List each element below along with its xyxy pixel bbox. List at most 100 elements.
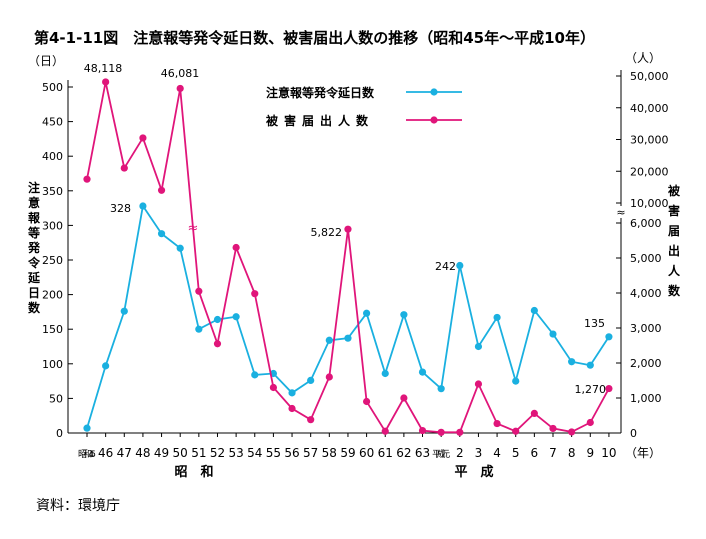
left-tick-label: 200 (42, 289, 63, 302)
series-point-0 (344, 334, 352, 342)
left-tick-label: 100 (42, 358, 63, 371)
x-tick-label: 4 (493, 446, 501, 460)
x-tick-label: 48 (135, 446, 150, 460)
x-tick-label: 62 (396, 446, 411, 460)
series-point-0 (251, 371, 259, 379)
x-tick-label: 49 (154, 446, 169, 460)
x-tick-label: 51 (191, 446, 206, 460)
series-point-0 (381, 369, 389, 378)
series-point-1 (530, 409, 538, 417)
data-label: 242 (435, 260, 456, 273)
series-point-1 (176, 84, 184, 93)
series-point-1 (120, 164, 128, 172)
right-tick-label: 4,000 (630, 287, 662, 300)
series-point-0 (213, 315, 222, 324)
x-tick-label: 57 (303, 446, 318, 460)
series-point-1 (400, 394, 408, 402)
series-point-0 (325, 336, 333, 344)
series-point-0 (83, 424, 91, 432)
x-tick-label: 平成元 (432, 448, 450, 460)
series-point-1 (102, 78, 110, 86)
right-axis-break-mark: ≈ (616, 206, 625, 219)
legend-marker (430, 88, 438, 96)
right-axis-unit: （人） (625, 51, 661, 65)
series-break-mark: ≈ (188, 221, 199, 236)
left-axis-label-char: 報 (28, 210, 41, 225)
x-tick-label: 3 (475, 446, 483, 460)
x-tick-label: 6 (531, 446, 539, 460)
left-tick-label: 400 (42, 150, 63, 163)
series-point-0 (493, 313, 501, 322)
series-line-0 (86, 203, 610, 429)
series-point-0 (568, 358, 576, 366)
x-tick-label: 47 (117, 446, 132, 460)
series-point-0 (474, 342, 483, 351)
left-tick-label: 0 (56, 427, 63, 440)
right-axis-label-char: 人 (668, 263, 681, 278)
right-axis-label-char: 被 (668, 183, 681, 198)
data-label: 5,822 (311, 226, 343, 239)
series-point-0 (120, 307, 128, 315)
x-tick-label: 53 (228, 446, 243, 460)
right-axis-label-char: 届 (668, 224, 680, 238)
series-point-1 (251, 290, 259, 298)
right-tick-label: 10,000 (630, 197, 669, 210)
series-point-0 (102, 362, 110, 370)
series-point-0 (456, 261, 464, 270)
left-tick-label: 50 (49, 392, 63, 405)
right-tick-label: 6,000 (630, 217, 662, 230)
left-tick-label: 300 (42, 219, 63, 232)
right-tick-label: 40,000 (630, 102, 669, 115)
series-point-0 (195, 325, 203, 333)
x-tick-label: 7 (549, 446, 557, 460)
left-tick-label: 350 (42, 185, 63, 198)
x-tick-label: 8 (568, 446, 576, 460)
series-point-1 (363, 397, 371, 406)
left-tick-label: 250 (42, 254, 63, 267)
series-point-1 (83, 175, 91, 183)
x-tick-label: 54 (247, 446, 262, 460)
x-tick-label: 61 (378, 446, 393, 460)
series-point-0 (530, 306, 538, 315)
left-axis-label-char: 発 (27, 240, 41, 255)
series-point-1 (157, 186, 166, 194)
x-tick-label: 58 (322, 446, 337, 460)
series-point-0 (549, 330, 557, 338)
series-point-1 (344, 225, 352, 233)
x-tick-label: 59 (340, 446, 355, 460)
series-point-0 (363, 309, 371, 317)
x-tick-label: 46 (98, 446, 113, 460)
series-point-1 (139, 134, 147, 142)
series-point-1 (195, 287, 203, 295)
legend-label: 被害届出人数 (266, 113, 374, 128)
right-tick-label: 50,000 (630, 70, 669, 83)
x-tick-label: 2 (456, 446, 464, 460)
series-point-1 (568, 428, 576, 436)
left-axis-label-char: 注 (28, 180, 40, 195)
left-axis-label-char: 意 (28, 195, 40, 210)
data-label: 135 (584, 317, 605, 330)
left-axis-label-char: 数 (28, 300, 41, 315)
x-tick-label: 63 (415, 446, 430, 460)
left-axis-label-char: 日 (28, 286, 40, 300)
series-point-1 (232, 243, 240, 252)
left-tick-label: 150 (42, 323, 63, 336)
series-point-1 (549, 424, 557, 433)
data-label: 328 (110, 202, 131, 215)
data-label: 1,270 (575, 383, 607, 396)
x-axis-unit: （年） (625, 446, 661, 460)
data-label: 48,118 (84, 62, 123, 75)
legend-marker (430, 116, 438, 124)
right-axis-label-char: 数 (668, 283, 681, 298)
left-tick-label: 500 (42, 81, 63, 94)
x-tick-label: 55 (266, 446, 281, 460)
series-point-0 (605, 333, 613, 341)
chart-title: 第4-1-11図 注意報等発令延日数、被害届出人数の推移（昭和45年～平成10年… (34, 29, 595, 47)
series-point-0 (176, 244, 184, 252)
series-point-0 (232, 313, 240, 321)
series-point-1 (586, 418, 594, 427)
era-label-showa: 昭 和 (174, 464, 213, 480)
right-tick-label: 5,000 (630, 252, 662, 265)
x-tick-label: 56 (284, 446, 299, 460)
